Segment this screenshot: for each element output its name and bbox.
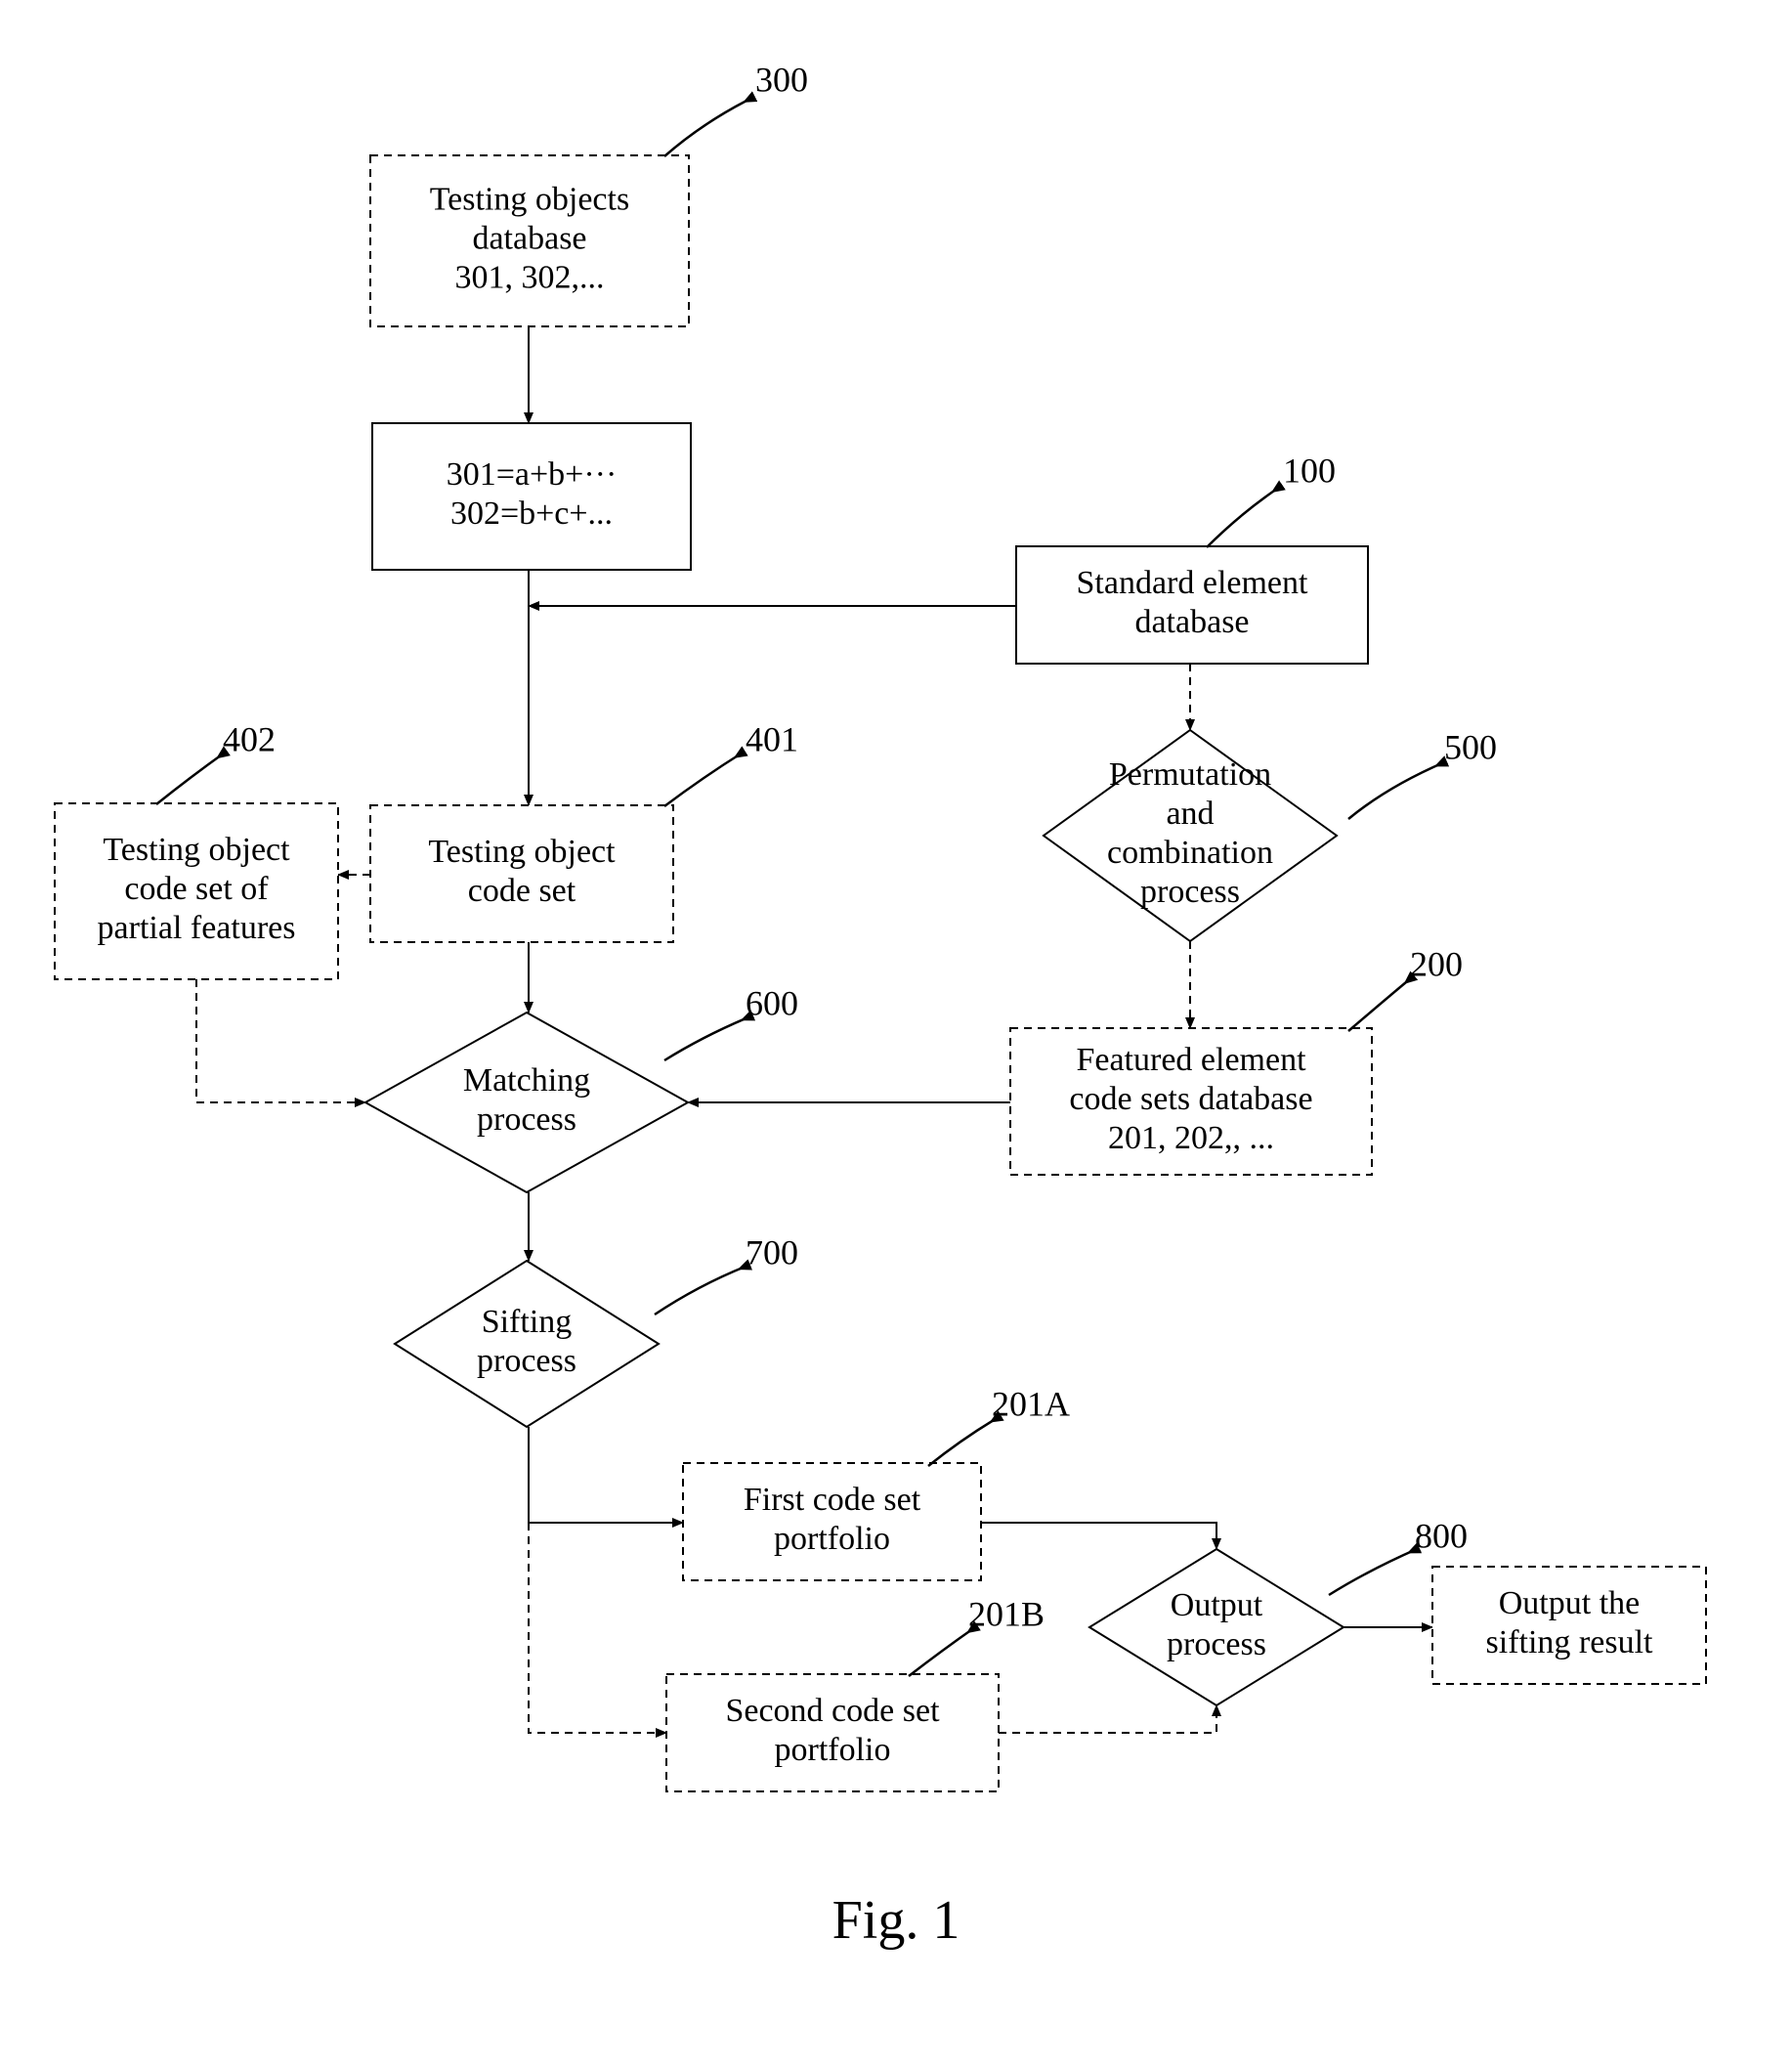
edge-e13 (999, 1705, 1216, 1733)
node-nOut: Output thesifting result (1432, 1567, 1706, 1684)
node-n402: Testing objectcode set ofpartial feature… (55, 803, 338, 979)
ref-number: 500 (1444, 727, 1497, 766)
ref-leader (655, 1266, 747, 1315)
node-label: combination (1107, 835, 1273, 871)
node-label: database (472, 220, 586, 256)
edge-e11 (529, 1427, 666, 1733)
node-label: 302=b+c+... (450, 496, 613, 532)
ref-leader (664, 1016, 750, 1060)
ref-leader (1329, 1549, 1417, 1595)
node-n100: Standard elementdatabase (1016, 546, 1368, 664)
ref-leader (1348, 977, 1412, 1031)
node-label: code sets database (1069, 1081, 1312, 1117)
edge-e10 (529, 1427, 683, 1523)
ref-number: 201B (968, 1594, 1045, 1633)
node-label: process (1140, 874, 1240, 910)
node-label: Testing object (428, 834, 616, 870)
node-label: 301=a+b+··· (447, 456, 618, 493)
node-label: code set of (124, 871, 269, 907)
node-label: Output the (1499, 1585, 1640, 1621)
ref-number: 200 (1410, 944, 1463, 983)
node-label: process (477, 1343, 576, 1379)
node-label: partial features (98, 910, 296, 946)
ref-leader (928, 1417, 999, 1466)
ref-leader (664, 98, 752, 156)
node-label: Matching (463, 1062, 590, 1099)
ref-layer: 300 100 401 402 500 200 600 700 201A 201B 800 (156, 60, 1497, 1676)
node-n200: Featured elementcode sets database201, 2… (1010, 1028, 1372, 1175)
node-label: process (1167, 1626, 1266, 1662)
node-label: Second code set (725, 1693, 940, 1729)
node-label: code set (468, 873, 576, 909)
ref-number: 401 (746, 719, 798, 758)
node-label: sifting result (1486, 1624, 1653, 1660)
node-n600: Matchingprocess (365, 1013, 688, 1192)
edge-e8 (196, 979, 365, 1102)
node-label: 301, 302,... (455, 259, 605, 295)
node-label: Testing objects (430, 181, 629, 217)
node-label: Testing object (103, 832, 290, 868)
ref-leader (909, 1627, 975, 1676)
ref-number: 300 (755, 60, 808, 99)
ref-leader (156, 753, 225, 804)
node-label: Featured element (1076, 1042, 1306, 1078)
node-n800: Outputprocess (1089, 1549, 1344, 1705)
node-n700: Siftingprocess (395, 1261, 659, 1427)
node-nEq: 301=a+b+···302=b+c+... (372, 423, 691, 570)
node-n201B: Second code setportfolio (666, 1674, 999, 1791)
ref-leader (1348, 762, 1444, 819)
ref-leader (1207, 487, 1280, 547)
node-label: Sifting (482, 1304, 573, 1340)
node-label: portfolio (774, 1521, 890, 1557)
node-n500: Permutationandcombinationprocess (1044, 730, 1337, 941)
node-label: and (1166, 796, 1214, 832)
ref-number: 600 (746, 983, 798, 1022)
ref-number: 100 (1283, 451, 1336, 490)
node-label: Standard element (1077, 565, 1309, 601)
ref-number: 700 (746, 1232, 798, 1272)
node-n201A: First code setportfolio (683, 1463, 981, 1580)
node-label: database (1134, 604, 1249, 640)
node-label: 201, 202,, ... (1108, 1120, 1274, 1156)
node-label: First code set (744, 1482, 921, 1518)
ref-leader (664, 753, 743, 806)
figure-caption: Fig. 1 (832, 1890, 960, 1951)
node-label: portfolio (775, 1732, 891, 1768)
node-label: Permutation (1109, 756, 1271, 793)
node-label: Output (1171, 1587, 1263, 1623)
node-n401: Testing objectcode set (370, 805, 673, 942)
edge-e12 (981, 1523, 1216, 1549)
ref-number: 201A (992, 1384, 1070, 1423)
ref-number: 402 (223, 719, 276, 758)
node-label: process (477, 1101, 576, 1138)
ref-number: 800 (1415, 1516, 1468, 1555)
node-n300: Testing objectsdatabase301, 302,... (370, 155, 689, 326)
